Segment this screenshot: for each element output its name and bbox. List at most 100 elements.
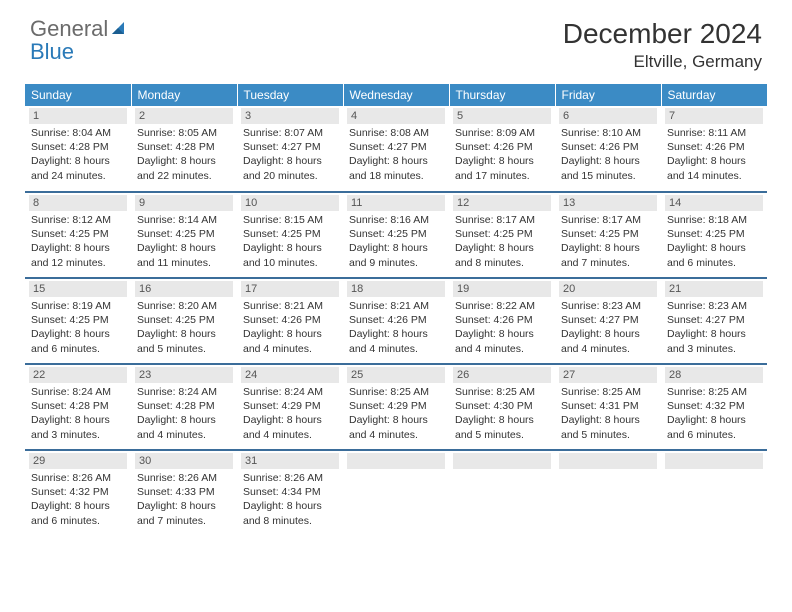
sunset-line: Sunset: 4:33 PM [137, 485, 231, 499]
calendar-day-cell: 16Sunrise: 8:20 AMSunset: 4:25 PMDayligh… [131, 278, 237, 364]
empty-day-bar [665, 453, 763, 469]
day-number: 10 [241, 195, 339, 211]
sunset-line: Sunset: 4:27 PM [667, 313, 761, 327]
sunrise-line: Sunrise: 8:18 AM [667, 213, 761, 227]
day-details: Sunrise: 8:11 AMSunset: 4:26 PMDaylight:… [665, 126, 763, 183]
sunrise-line: Sunrise: 8:17 AM [561, 213, 655, 227]
daylight-line: Daylight: 8 hours and 4 minutes. [561, 327, 655, 355]
calendar-table: SundayMondayTuesdayWednesdayThursdayFrid… [25, 84, 767, 536]
sunrise-line: Sunrise: 8:07 AM [243, 126, 337, 140]
sunset-line: Sunset: 4:25 PM [31, 227, 125, 241]
sunrise-line: Sunrise: 8:04 AM [31, 126, 125, 140]
sunrise-line: Sunrise: 8:26 AM [243, 471, 337, 485]
calendar-day-cell: 25Sunrise: 8:25 AMSunset: 4:29 PMDayligh… [343, 364, 449, 450]
calendar-day-cell [555, 450, 661, 536]
calendar-week-row: 22Sunrise: 8:24 AMSunset: 4:28 PMDayligh… [25, 364, 767, 450]
calendar-day-cell: 3Sunrise: 8:07 AMSunset: 4:27 PMDaylight… [237, 106, 343, 192]
sunrise-line: Sunrise: 8:16 AM [349, 213, 443, 227]
day-number: 7 [665, 108, 763, 124]
weekday-header: Saturday [661, 84, 767, 106]
calendar-day-cell: 13Sunrise: 8:17 AMSunset: 4:25 PMDayligh… [555, 192, 661, 278]
day-details: Sunrise: 8:07 AMSunset: 4:27 PMDaylight:… [241, 126, 339, 183]
daylight-line: Daylight: 8 hours and 4 minutes. [137, 413, 231, 441]
sunset-line: Sunset: 4:25 PM [137, 313, 231, 327]
day-number: 19 [453, 281, 551, 297]
sunset-line: Sunset: 4:32 PM [667, 399, 761, 413]
day-number: 15 [29, 281, 127, 297]
weekday-header: Thursday [449, 84, 555, 106]
day-details: Sunrise: 8:25 AMSunset: 4:29 PMDaylight:… [347, 385, 445, 442]
sunset-line: Sunset: 4:26 PM [667, 140, 761, 154]
day-details: Sunrise: 8:18 AMSunset: 4:25 PMDaylight:… [665, 213, 763, 270]
calendar-day-cell: 12Sunrise: 8:17 AMSunset: 4:25 PMDayligh… [449, 192, 555, 278]
daylight-line: Daylight: 8 hours and 6 minutes. [31, 499, 125, 527]
calendar-week-row: 29Sunrise: 8:26 AMSunset: 4:32 PMDayligh… [25, 450, 767, 536]
calendar-day-cell: 29Sunrise: 8:26 AMSunset: 4:32 PMDayligh… [25, 450, 131, 536]
calendar-day-cell: 1Sunrise: 8:04 AMSunset: 4:28 PMDaylight… [25, 106, 131, 192]
calendar-day-cell: 23Sunrise: 8:24 AMSunset: 4:28 PMDayligh… [131, 364, 237, 450]
sunrise-line: Sunrise: 8:25 AM [455, 385, 549, 399]
day-number: 16 [135, 281, 233, 297]
sunset-line: Sunset: 4:27 PM [243, 140, 337, 154]
sunset-line: Sunset: 4:26 PM [243, 313, 337, 327]
daylight-line: Daylight: 8 hours and 3 minutes. [31, 413, 125, 441]
sunrise-line: Sunrise: 8:20 AM [137, 299, 231, 313]
calendar-week-row: 15 Sunrise: 8:19 AMSunset: 4:25 PMDayligh… [25, 278, 767, 364]
calendar-day-cell: 14Sunrise: 8:18 AMSunset: 4:25 PMDayligh… [661, 192, 767, 278]
day-number: 5 [453, 108, 551, 124]
day-number: 2 [135, 108, 233, 124]
daylight-line: Daylight: 8 hours and 6 minutes. [667, 241, 761, 269]
daylight-line: Daylight: 8 hours and 4 minutes. [349, 413, 443, 441]
calendar-day-cell: 20Sunrise: 8:23 AMSunset: 4:27 PMDayligh… [555, 278, 661, 364]
sunrise-line: Sunrise: 8:24 AM [243, 385, 337, 399]
calendar-day-cell: 7 Sunrise: 8:11 AMSunset: 4:26 PMDaylight… [661, 106, 767, 192]
calendar-day-cell: 17 Sunrise: 8:21 AMSunset: 4:26 PMDayligh… [237, 278, 343, 364]
sunrise-line: Sunrise: 8:09 AM [455, 126, 549, 140]
calendar-day-cell: 2Sunrise: 8:05 AMSunset: 4:28 PMDaylight… [131, 106, 237, 192]
sunrise-line: Sunrise: 8:23 AM [667, 299, 761, 313]
day-number: 17 [241, 281, 339, 297]
day-number: 23 [135, 367, 233, 383]
calendar-day-cell [343, 450, 449, 536]
daylight-line: Daylight: 8 hours and 15 minutes. [561, 154, 655, 182]
day-number: 30 [135, 453, 233, 469]
day-details: Sunrise: 8:26 AMSunset: 4:34 PMDaylight:… [241, 471, 339, 528]
day-number: 22 [29, 367, 127, 383]
day-details: Sunrise: 8:21 AMSunset: 4:26 PMDaylight:… [347, 299, 445, 356]
daylight-line: Daylight: 8 hours and 12 minutes. [31, 241, 125, 269]
day-details: Sunrise: 8:25 AMSunset: 4:31 PMDaylight:… [559, 385, 657, 442]
day-details: Sunrise: 8:26 AMSunset: 4:32 PMDaylight:… [29, 471, 127, 528]
day-details: Sunrise: 8:16 AMSunset: 4:25 PMDaylight:… [347, 213, 445, 270]
day-number: 20 [559, 281, 657, 297]
day-details: Sunrise: 8:25 AMSunset: 4:32 PMDaylight:… [665, 385, 763, 442]
weekday-header: Sunday [25, 84, 131, 106]
day-number: 21 [665, 281, 763, 297]
sunrise-line: Sunrise: 8:25 AM [349, 385, 443, 399]
sunrise-line: Sunrise: 8:05 AM [137, 126, 231, 140]
sunset-line: Sunset: 4:25 PM [243, 227, 337, 241]
day-number: 1 [29, 108, 127, 124]
sunset-line: Sunset: 4:26 PM [455, 313, 549, 327]
brand-sail-icon [110, 20, 130, 41]
page-header: General Blue December 2024 Eltville, Ger… [0, 0, 792, 78]
sunset-line: Sunset: 4:29 PM [243, 399, 337, 413]
calendar-day-cell [449, 450, 555, 536]
daylight-line: Daylight: 8 hours and 24 minutes. [31, 154, 125, 182]
day-details: Sunrise: 8:21 AMSunset: 4:26 PMDaylight:… [241, 299, 339, 356]
calendar-day-cell: 28Sunrise: 8:25 AMSunset: 4:32 PMDayligh… [661, 364, 767, 450]
brand-part1: General [30, 16, 108, 41]
sunrise-line: Sunrise: 8:12 AM [31, 213, 125, 227]
calendar-day-cell: 22Sunrise: 8:24 AMSunset: 4:28 PMDayligh… [25, 364, 131, 450]
calendar-day-cell: 19Sunrise: 8:22 AMSunset: 4:26 PMDayligh… [449, 278, 555, 364]
sunset-line: Sunset: 4:26 PM [455, 140, 549, 154]
daylight-line: Daylight: 8 hours and 6 minutes. [31, 327, 125, 355]
sunrise-line: Sunrise: 8:21 AM [243, 299, 337, 313]
day-number: 11 [347, 195, 445, 211]
day-details: Sunrise: 8:14 AMSunset: 4:25 PMDaylight:… [135, 213, 233, 270]
day-details: Sunrise: 8:19 AMSunset: 4:25 PMDaylight:… [29, 299, 127, 356]
daylight-line: Daylight: 8 hours and 5 minutes. [561, 413, 655, 441]
daylight-line: Daylight: 8 hours and 8 minutes. [243, 499, 337, 527]
sunrise-line: Sunrise: 8:10 AM [561, 126, 655, 140]
day-number: 12 [453, 195, 551, 211]
daylight-line: Daylight: 8 hours and 7 minutes. [561, 241, 655, 269]
